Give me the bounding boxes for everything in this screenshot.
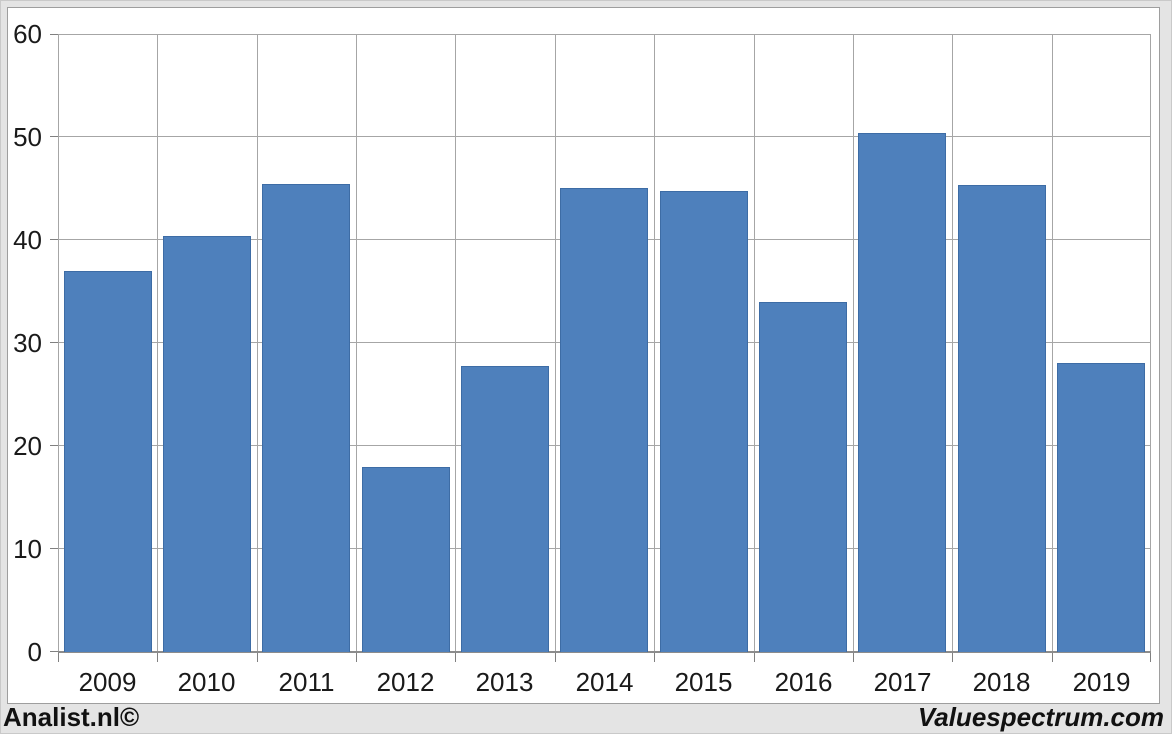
bar-2011 bbox=[262, 184, 350, 652]
x-axis-label: 2012 bbox=[376, 667, 435, 697]
x-axis-tick bbox=[455, 653, 456, 662]
bar-2015 bbox=[660, 191, 748, 652]
x-axis-tick bbox=[257, 653, 258, 662]
y-axis-label: 40 bbox=[13, 225, 42, 255]
bar-2017 bbox=[858, 133, 946, 652]
x-axis-tick bbox=[1052, 653, 1053, 662]
y-axis-tick bbox=[50, 342, 58, 343]
footer-bar: Analist.nl© Valuespectrum.com bbox=[1, 702, 1171, 733]
y-axis-label: 30 bbox=[13, 328, 42, 358]
x-axis-label: 2009 bbox=[78, 667, 137, 697]
bar-2019 bbox=[1057, 363, 1145, 652]
gridline-vertical bbox=[157, 34, 158, 652]
gridline-vertical bbox=[1052, 34, 1053, 652]
gridline-horizontal bbox=[58, 34, 1151, 35]
gridline-vertical bbox=[952, 34, 953, 652]
bar-2018 bbox=[958, 185, 1046, 652]
y-axis-label: 20 bbox=[13, 431, 42, 461]
y-axis-tick bbox=[50, 136, 58, 137]
bar-2014 bbox=[560, 188, 648, 652]
gridline-vertical bbox=[754, 34, 755, 652]
gridline-vertical bbox=[654, 34, 655, 652]
x-axis-tick bbox=[58, 653, 59, 662]
gridline-vertical bbox=[455, 34, 456, 652]
gridline-vertical bbox=[1150, 34, 1151, 652]
x-axis-tick bbox=[654, 653, 655, 662]
x-axis-label: 2019 bbox=[1072, 667, 1131, 697]
x-axis-tick bbox=[1150, 653, 1151, 662]
bar-2010 bbox=[163, 236, 251, 652]
y-axis-tick bbox=[50, 548, 58, 549]
bar-2009 bbox=[64, 271, 152, 652]
x-axis-label: 2011 bbox=[278, 667, 335, 697]
bar-2012 bbox=[362, 467, 450, 652]
x-axis-tick bbox=[853, 653, 854, 662]
gridline-vertical bbox=[853, 34, 854, 652]
x-axis-tick bbox=[157, 653, 158, 662]
x-axis-line bbox=[58, 651, 1151, 653]
x-axis-label: 2017 bbox=[873, 667, 932, 697]
gridline-vertical bbox=[555, 34, 556, 652]
x-axis-label: 2016 bbox=[774, 667, 833, 697]
chart-panel: 0 10 20 30 40 50 60 2009 2010 2011 2012 2013 2014 201… bbox=[7, 7, 1160, 704]
x-axis-label: 2013 bbox=[475, 667, 534, 697]
y-axis-line bbox=[58, 34, 59, 652]
x-axis-label: 2014 bbox=[575, 667, 634, 697]
brand-valuespectrum: Valuespectrum.com bbox=[917, 702, 1164, 732]
y-axis-tick bbox=[50, 34, 58, 35]
bar-2013 bbox=[461, 366, 549, 652]
x-axis-label: 2010 bbox=[177, 667, 236, 697]
x-axis-label: 2018 bbox=[972, 667, 1031, 697]
gridline-vertical bbox=[257, 34, 258, 652]
y-axis-label: 10 bbox=[13, 534, 42, 564]
plot-area: 0 10 20 30 40 50 60 2009 2010 2011 2012 2013 2014 201… bbox=[13, 20, 1151, 696]
gridline-horizontal bbox=[58, 136, 1151, 137]
y-axis-tick bbox=[50, 445, 58, 446]
y-axis-label: 0 bbox=[27, 637, 42, 667]
x-axis-tick bbox=[555, 653, 556, 662]
x-axis-label: 2015 bbox=[674, 667, 733, 697]
x-axis-tick bbox=[356, 653, 357, 662]
y-axis-tick bbox=[50, 239, 58, 240]
y-axis-label: 60 bbox=[13, 19, 42, 49]
brand-analist: Analist.nl© bbox=[3, 702, 140, 732]
y-axis-label: 50 bbox=[13, 122, 42, 152]
bar-2016 bbox=[759, 302, 847, 652]
gridline-vertical bbox=[356, 34, 357, 652]
x-axis-tick bbox=[754, 653, 755, 662]
y-axis-tick bbox=[50, 651, 58, 652]
x-axis-tick bbox=[952, 653, 953, 662]
